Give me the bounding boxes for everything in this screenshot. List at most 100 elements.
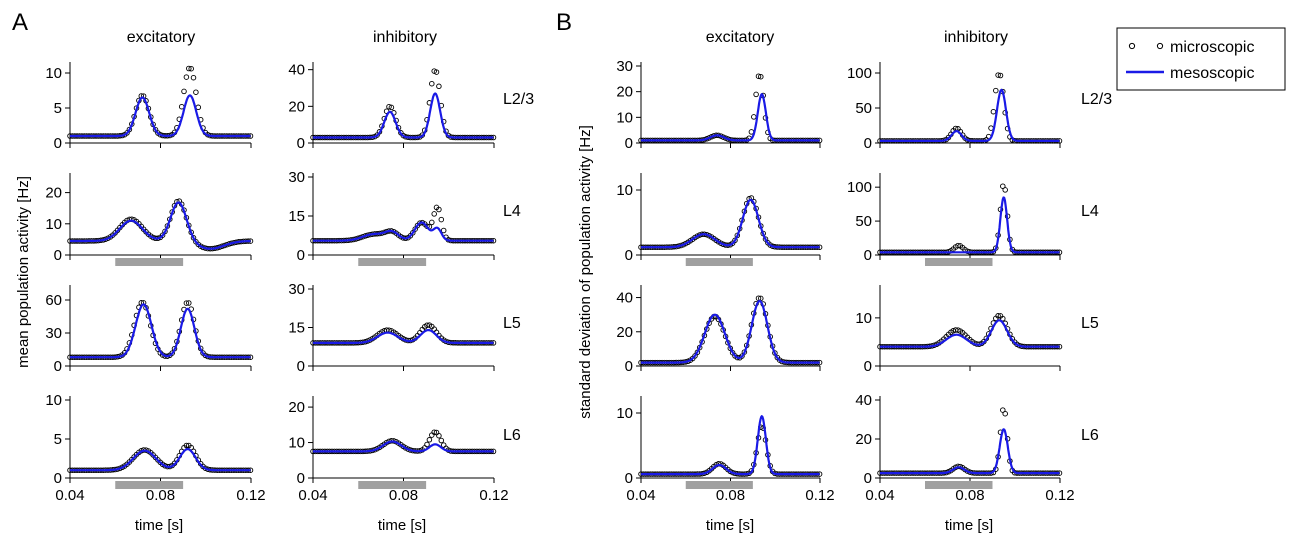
mesoscopic-line: [879, 428, 1060, 475]
microscopic-point: [169, 350, 175, 356]
microscopic-point: [183, 300, 190, 306]
microscopic-point: [436, 83, 442, 90]
legend-micro-marker-2: [1156, 42, 1164, 50]
x-tick-label: 0.08: [716, 487, 745, 504]
col-title-b-inh: inhibitory: [944, 29, 1008, 46]
mesoscopic-line: [69, 303, 251, 359]
y-tick-label: 20: [288, 98, 305, 115]
microscopic-point: [955, 242, 961, 249]
row-label-a-l6: L6: [503, 427, 521, 444]
ylabel-a: mean population activity [Hz]: [15, 176, 32, 368]
xlabel-a-inh: time [s]: [378, 517, 426, 534]
y-tick-label: 40: [616, 290, 633, 307]
microscopic-point: [424, 322, 430, 328]
y-tick-label: 0: [864, 470, 872, 487]
microscopic-point: [186, 65, 192, 72]
row-label-b-l23: L2/3: [1081, 91, 1112, 108]
y-tick-label: 20: [45, 185, 62, 202]
subplot-b-excitatory-L6: 0 10 0.04 0.08 0.12: [616, 396, 835, 504]
mesoscopic-line: [640, 299, 820, 364]
microscopic-point: [429, 80, 435, 87]
mesoscopic-line: [69, 94, 251, 138]
microscopic-point: [388, 104, 395, 111]
stimulus-bar: [685, 481, 753, 489]
microscopic-point: [438, 437, 445, 444]
y-tick-label: 30: [288, 281, 305, 298]
y-tick-label: 40: [855, 392, 872, 409]
row-label-b-l4: L4: [1081, 203, 1099, 220]
y-tick-label: 15: [288, 320, 305, 337]
x-tick-label: 0.12: [236, 487, 265, 504]
mesoscopic-line: [312, 221, 494, 242]
x-tick-label: 0.08: [389, 487, 418, 504]
y-tick-label: 0: [297, 135, 305, 152]
y-tick-label: 10: [855, 310, 872, 327]
stimulus-bar: [685, 258, 753, 266]
y-tick-label: 5: [54, 431, 62, 448]
col-title-a-inh: inhibitory: [373, 29, 437, 46]
microscopic-point: [183, 442, 190, 449]
y-tick-label: 0: [864, 247, 872, 264]
microscopic-point: [386, 103, 392, 110]
y-tick-label: 5: [54, 100, 62, 117]
legend-micro-marker-1: [1128, 42, 1136, 50]
microscopic-point: [159, 232, 166, 238]
microscopic-point: [419, 132, 426, 138]
subplot-a-inhibitory-L5: 0 15 30: [288, 281, 497, 375]
y-tick-label: 0: [864, 358, 872, 375]
subplot-b-inhibitory-L23: 0 50 100: [847, 62, 1063, 152]
x-tick-label: 0.04: [55, 487, 84, 504]
y-tick-label: 20: [616, 324, 633, 341]
subplot-b-inhibitory-L4: 0 50 100: [847, 173, 1063, 266]
y-tick-label: 0: [625, 247, 633, 264]
stimulus-bar: [925, 481, 993, 489]
mesoscopic-line: [640, 198, 820, 249]
xlabel-a-exc: time [s]: [135, 517, 183, 534]
y-tick-label: 0: [625, 135, 633, 152]
mesoscopic-line: [312, 329, 494, 344]
legend: microscopic mesoscopic: [1116, 27, 1286, 91]
x-tick-label: 0.08: [146, 487, 175, 504]
y-tick-label: 0: [54, 135, 62, 152]
ylabel-b: standard deviation of population activit…: [577, 125, 594, 419]
microscopic-point: [186, 300, 192, 306]
subplot-a-inhibitory-L6: 0 10 20 0.04 0.08 0.12: [288, 396, 509, 504]
y-tick-label: 10: [45, 216, 62, 233]
microscopic-point: [433, 69, 440, 75]
microscopic-point: [1000, 183, 1006, 189]
y-tick-label: 10: [288, 435, 305, 452]
microscopic-point: [732, 237, 738, 244]
subplot-b-excitatory-L4: 0 10: [616, 173, 823, 266]
y-tick-label: 0: [625, 358, 633, 375]
microscopic-point: [190, 74, 197, 81]
stimulus-bar: [115, 258, 184, 266]
y-tick-label: 10: [45, 392, 62, 409]
row-label-a-l5: L5: [503, 315, 521, 332]
y-tick-label: 50: [855, 213, 872, 230]
y-tick-label: 30: [616, 58, 633, 75]
legend-box: [1116, 27, 1286, 91]
x-tick-label: 0.08: [955, 487, 984, 504]
y-tick-label: 15: [288, 208, 305, 225]
x-tick-label: 0.12: [1045, 487, 1074, 504]
y-tick-label: 20: [855, 431, 872, 448]
y-tick-label: 30: [45, 325, 62, 342]
y-tick-label: 0: [297, 247, 305, 264]
microscopic-point: [440, 442, 447, 448]
legend-microscopic: microscopic: [1170, 39, 1254, 56]
mesoscopic-line: [879, 196, 1060, 254]
microscopic-point: [440, 227, 447, 234]
microscopic-point: [739, 353, 745, 359]
y-tick-label: 20: [288, 399, 305, 416]
microscopic-point: [410, 230, 416, 236]
mesoscopic-line: [640, 415, 820, 476]
subplot-b-excitatory-L5: 0 20 40: [616, 285, 823, 375]
row-label-a-l23: L2/3: [503, 91, 534, 108]
stimulus-bar: [925, 258, 993, 266]
y-tick-label: 10: [616, 405, 633, 422]
xlabel-b-exc: time [s]: [706, 517, 754, 534]
microscopic-point: [1002, 187, 1008, 193]
panel-label-b: B: [556, 9, 572, 36]
subplot-b-inhibitory-L6: 0 20 40 0.04 0.08 0.12: [855, 392, 1074, 504]
